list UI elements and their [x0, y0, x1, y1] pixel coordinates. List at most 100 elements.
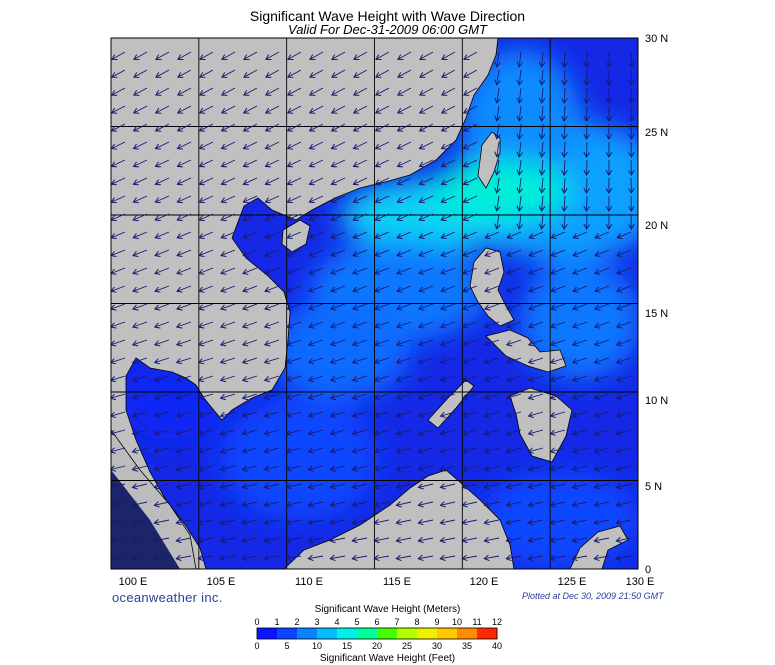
meters-tick-label: 7 [394, 617, 399, 627]
direction-arrow [376, 141, 390, 149]
direction-arrow [177, 429, 192, 434]
direction-arrow [420, 87, 434, 95]
direction-arrow [374, 466, 390, 470]
direction-arrow [485, 249, 500, 256]
direction-arrow [497, 105, 499, 121]
direction-arrow [111, 447, 126, 452]
direction-arrow [442, 141, 456, 149]
direction-arrow [463, 447, 478, 452]
direction-arrow [286, 520, 302, 523]
direction-arrow [134, 51, 148, 59]
direction-arrow [484, 520, 500, 523]
direction-arrow [266, 105, 280, 113]
direction-arrow [572, 520, 588, 523]
direction-arrow [573, 267, 588, 274]
direction-arrow [462, 466, 478, 470]
direction-arrow [200, 51, 214, 59]
direction-arrow [133, 213, 148, 220]
direction-arrow [288, 105, 302, 113]
direction-arrow [551, 375, 566, 381]
direction-arrow [550, 520, 566, 523]
scale-swatch [277, 628, 298, 639]
direction-arrow [178, 87, 192, 95]
direction-arrow [595, 357, 610, 363]
direction-arrow [440, 520, 456, 523]
direction-arrow [199, 339, 214, 345]
direction-arrow [330, 466, 346, 470]
direction-arrow [497, 213, 499, 229]
lat-label-5: 5 N [645, 481, 662, 493]
direction-arrow [178, 105, 192, 113]
direction-arrow [331, 249, 346, 256]
direction-arrow [419, 285, 434, 291]
direction-arrow [288, 69, 302, 77]
direction-arrow [375, 375, 390, 381]
direction-arrow [178, 123, 192, 131]
direction-arrow [156, 51, 170, 59]
direction-arrow [441, 213, 456, 220]
scale-swatch [417, 628, 438, 639]
direction-arrow [200, 141, 214, 149]
direction-arrow [309, 339, 324, 345]
direction-arrow [573, 303, 588, 309]
direction-arrow [287, 321, 302, 327]
direction-arrow [133, 231, 148, 238]
direction-arrow [220, 538, 236, 541]
direction-arrow [463, 213, 478, 220]
direction-arrow [353, 375, 368, 381]
direction-arrow [616, 484, 632, 487]
direction-arrow [506, 484, 522, 487]
direction-arrow [177, 231, 192, 238]
direction-arrow [440, 466, 456, 470]
feet-tick-label: 5 [284, 641, 289, 651]
direction-arrow [419, 339, 434, 345]
scale-swatch [337, 628, 358, 639]
meters-tick-label: 0 [254, 617, 259, 627]
direction-arrow [396, 556, 412, 559]
direction-arrow [418, 556, 434, 559]
direction-arrow [617, 357, 632, 363]
direction-arrow [594, 538, 610, 541]
lon-label-115: 115 E [383, 576, 411, 588]
direction-arrow [155, 429, 170, 434]
direction-arrow [484, 502, 500, 505]
direction-arrow [375, 357, 390, 363]
direction-arrow [353, 249, 368, 256]
direction-arrow [375, 177, 390, 184]
direction-arrow [265, 231, 280, 238]
direction-arrow [420, 69, 434, 77]
direction-arrow [587, 159, 588, 175]
direction-arrow [178, 159, 192, 166]
direction-arrow [220, 466, 236, 470]
lat-label-30: 30 N [645, 33, 668, 45]
direction-arrow [529, 321, 544, 327]
direction-arrow [331, 231, 346, 238]
direction-arrow [199, 357, 214, 363]
direction-arrow [154, 538, 170, 541]
direction-arrow [243, 393, 258, 398]
lat-label-20: 20 N [645, 220, 668, 232]
direction-arrow [264, 466, 280, 470]
direction-arrow [587, 105, 588, 121]
direction-arrow [442, 123, 456, 131]
direction-arrow [132, 484, 148, 487]
map-area [111, 38, 638, 569]
direction-arrow [595, 285, 610, 291]
direction-arrow [221, 177, 236, 184]
direction-arrow [463, 231, 478, 238]
direction-arrow [484, 484, 500, 487]
direction-arrow [199, 411, 214, 416]
direction-arrow [177, 357, 192, 363]
meters-ticks: 0 1 2 3 4 5 6 7 8 9 10 11 12 [254, 617, 502, 627]
direction-arrow [595, 375, 610, 381]
direction-arrow [288, 51, 302, 59]
direction-arrow [176, 556, 192, 559]
map-title: Significant Wave Height with Wave Direct… [249, 8, 526, 24]
direction-arrow [485, 267, 500, 274]
direction-arrow [398, 159, 412, 166]
direction-arrow [573, 429, 588, 434]
direction-arrow [542, 87, 543, 103]
direction-arrow [154, 556, 170, 559]
direction-arrow [133, 339, 148, 345]
direction-arrow [529, 303, 544, 309]
